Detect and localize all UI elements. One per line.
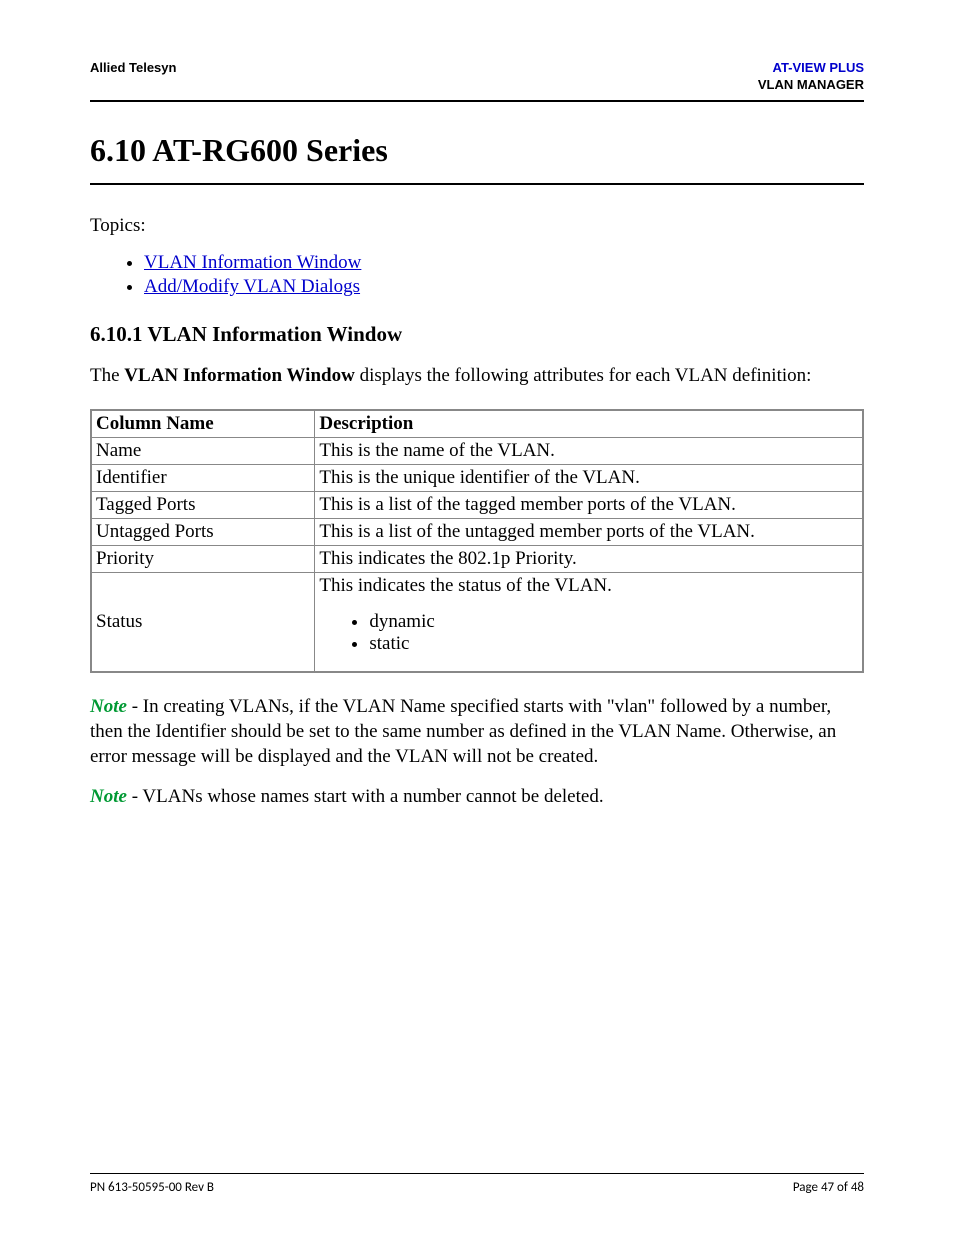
cell-desc: This is a list of the untagged member po…	[315, 519, 863, 546]
cell-desc-status: This indicates the status of the VLAN. d…	[315, 573, 863, 673]
subsection-intro: The VLAN Information Window displays the…	[90, 365, 864, 387]
topic-link-vlan-info[interactable]: VLAN Information Window	[144, 252, 361, 273]
subsection-heading: 6.10.1 VLAN Information Window	[90, 322, 864, 347]
cell-name: Tagged Ports	[91, 492, 315, 519]
page-footer: PN 613-50595-00 Rev B Page 47 of 48	[90, 1173, 864, 1195]
table-row: Untagged Ports This is a list of the unt…	[91, 519, 863, 546]
intro-bold: VLAN Information Window	[124, 365, 355, 386]
table-row-status: Status This indicates the status of the …	[91, 573, 863, 673]
note-label: Note	[90, 786, 127, 807]
section-title: 6.10 AT-RG600 Series	[90, 132, 864, 169]
vlan-attributes-table: Column Name Description Name This is the…	[90, 409, 864, 673]
topic-item: Add/Modify VLAN Dialogs	[144, 276, 864, 298]
cell-desc: This is the name of the VLAN.	[315, 438, 863, 465]
intro-prefix: The	[90, 365, 124, 386]
page-header: Allied Telesyn AT-VIEW PLUS VLAN MANAGER	[90, 60, 864, 94]
header-product: AT-VIEW PLUS VLAN MANAGER	[758, 60, 864, 94]
cell-desc: This is the unique identifier of the VLA…	[315, 465, 863, 492]
footer-row: PN 613-50595-00 Rev B Page 47 of 48	[90, 1180, 864, 1195]
header-product-line2: VLAN MANAGER	[758, 77, 864, 94]
topic-item: VLAN Information Window	[144, 252, 864, 274]
status-bullet: static	[369, 633, 858, 655]
intro-suffix: displays the following attributes for ea…	[355, 365, 812, 386]
footer-page-number: Page 47 of 48	[793, 1180, 864, 1195]
topic-link-add-modify[interactable]: Add/Modify VLAN Dialogs	[144, 276, 360, 297]
cell-name: Identifier	[91, 465, 315, 492]
note-2: Note - VLANs whose names start with a nu…	[90, 785, 864, 810]
cell-name: Name	[91, 438, 315, 465]
table-row: Priority This indicates the 802.1p Prior…	[91, 546, 863, 573]
note-1: Note - In creating VLANs, if the VLAN Na…	[90, 695, 864, 769]
section-rule	[90, 183, 864, 185]
note-label: Note	[90, 696, 127, 717]
col-header-name: Column Name	[91, 410, 315, 438]
header-rule	[90, 100, 864, 102]
cell-name: Status	[91, 573, 315, 673]
cell-desc: This is a list of the tagged member port…	[315, 492, 863, 519]
footer-rule	[90, 1173, 864, 1174]
status-bullet-list: dynamic static	[319, 611, 858, 655]
table-row: Tagged Ports This is a list of the tagge…	[91, 492, 863, 519]
topics-list: VLAN Information Window Add/Modify VLAN …	[90, 252, 864, 298]
cell-name: Untagged Ports	[91, 519, 315, 546]
note-1-text: - In creating VLANs, if the VLAN Name sp…	[90, 696, 836, 766]
note-2-text: - VLANs whose names start with a number …	[127, 786, 604, 807]
table-row: Identifier This is the unique identifier…	[91, 465, 863, 492]
table-header-row: Column Name Description	[91, 410, 863, 438]
table-row: Name This is the name of the VLAN.	[91, 438, 863, 465]
header-product-line1: AT-VIEW PLUS	[758, 60, 864, 77]
header-company: Allied Telesyn	[90, 60, 176, 75]
status-intro: This indicates the status of the VLAN.	[319, 575, 612, 596]
topics-label: Topics:	[90, 213, 864, 239]
document-page: Allied Telesyn AT-VIEW PLUS VLAN MANAGER…	[0, 0, 954, 1235]
col-header-desc: Description	[315, 410, 863, 438]
footer-pn: PN 613-50595-00 Rev B	[90, 1180, 214, 1195]
status-bullet: dynamic	[369, 611, 858, 633]
cell-desc: This indicates the 802.1p Priority.	[315, 546, 863, 573]
cell-name: Priority	[91, 546, 315, 573]
